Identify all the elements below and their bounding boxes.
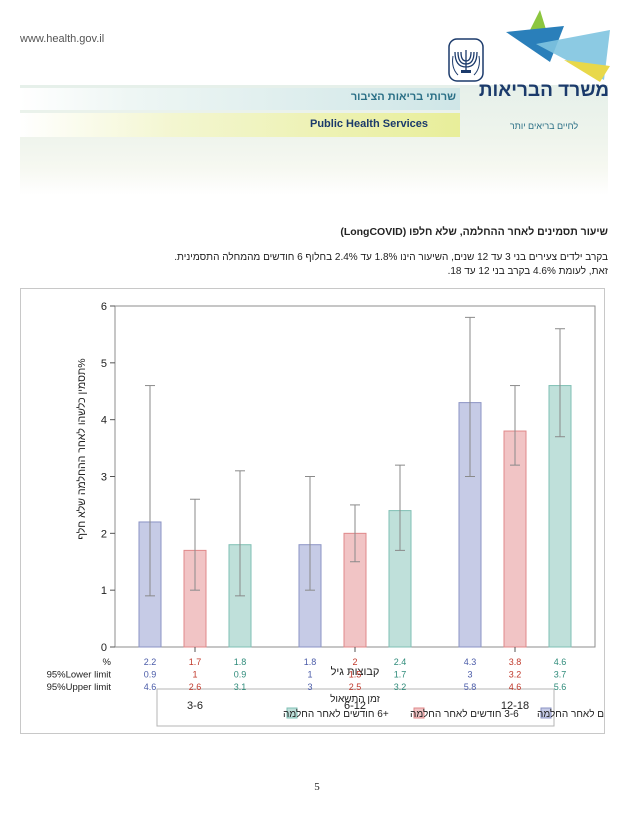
table-value: 2.2	[144, 657, 157, 667]
category-label: 3-6	[187, 700, 203, 712]
legend-label: 3-6 חודשים לאחר החלמה	[410, 708, 519, 720]
table-value: 3	[467, 670, 472, 680]
chart-marks: 0 1 2 3 4 5 6 2.2 0.9 4.6 1.7 1 2.6 1.8 0.9 3.1 3-6 1.8 1 3…	[47, 301, 634, 720]
page-number: 5	[314, 781, 320, 793]
table-value: 3.2	[509, 670, 522, 680]
table-value: 0.9	[144, 670, 157, 680]
table-value: 3.7	[554, 670, 567, 680]
category-label: 6-12	[344, 700, 366, 712]
ministry-name: משרד הבריאות	[478, 80, 610, 101]
legend-label: +6 חודשים לאחר החלמה	[283, 708, 389, 720]
legend-title: זמן התשאול	[330, 693, 381, 705]
table-row-label: 95%Lower limit	[47, 670, 112, 681]
table-value: 3.2	[394, 682, 407, 692]
table-value: 1.5	[349, 670, 362, 680]
table-value: 4.3	[464, 657, 477, 667]
table-value: 4.6	[509, 682, 522, 692]
y-tick-label: 0	[101, 642, 107, 654]
y-tick-label: 3	[101, 472, 107, 484]
services-title-hebrew: שרותי בריאות הציבור	[350, 91, 456, 103]
bar-chart: %תסמין כלשהו לאחר ההחלמה שלא חלף קבוצות …	[47, 301, 634, 727]
table-value: 4.6	[144, 682, 157, 692]
paragraph-line-2: זאת, לעומת 4.6% בקרב בני 12 עד 18.	[447, 266, 608, 277]
table-row-label: 95%Upper limit	[47, 682, 112, 693]
chart-frame: %תסמין כלשהו לאחר ההחלמה שלא חלף קבוצות …	[20, 288, 634, 734]
services-title-english: Public Health Services	[310, 118, 428, 130]
section-heading: שיעור תסמינים לאחר ההחלמה, שלא חלפו (Lon…	[340, 226, 608, 238]
y-tick-label: 4	[101, 415, 107, 427]
table-value: 3.8	[509, 657, 522, 667]
table-value: 1.7	[394, 670, 407, 680]
table-value: 2.4	[394, 657, 407, 667]
y-tick-label: 1	[101, 585, 107, 597]
table-value: 1.7	[189, 657, 202, 667]
table-value: 5.8	[464, 682, 477, 692]
table-value: 2.5	[349, 682, 362, 692]
legend-label: 1-3 חודשים לאחר החלמה	[537, 708, 604, 720]
table-value: 2.6	[189, 682, 202, 692]
legend-swatch	[413, 707, 425, 719]
legend-box	[156, 688, 555, 727]
state-emblem-icon	[448, 38, 484, 82]
ministry-slogan: לחיים בריאים יותר	[509, 121, 579, 131]
banner-band-bottom	[20, 113, 460, 137]
banner-band-top	[20, 88, 460, 110]
table-value: 5.6	[554, 682, 567, 692]
legend-swatch	[540, 707, 552, 719]
y-tick-label: 5	[101, 358, 107, 370]
y-tick-label: 2	[101, 528, 107, 540]
ministry-logo-icon	[506, 10, 610, 82]
category-label: 12-18	[501, 700, 529, 712]
table-row-label: %	[103, 657, 112, 668]
table-value: 2	[352, 657, 357, 667]
site-url[interactable]: www.health.gov.il	[20, 33, 105, 45]
table-value: 1	[192, 670, 197, 680]
table-value: 1.8	[234, 657, 247, 667]
table-value: 4.6	[554, 657, 567, 667]
x-axis-label: קבוצות גיל	[331, 665, 380, 678]
table-value: 3.1	[234, 682, 247, 692]
legend-swatch	[286, 707, 298, 719]
table-value: 1	[307, 670, 312, 680]
table-value: 1.8	[304, 657, 317, 667]
paragraph-line-1: בקרב ילדים צעירים בני 3 עד 12 שנים, השיע…	[174, 252, 608, 263]
table-value: 0.9	[234, 670, 247, 680]
y-axis-label: %תסמין כלשהו לאחר ההחלמה שלא חלף	[76, 358, 88, 539]
y-tick-label: 6	[101, 301, 107, 313]
table-value: 3	[307, 682, 312, 692]
